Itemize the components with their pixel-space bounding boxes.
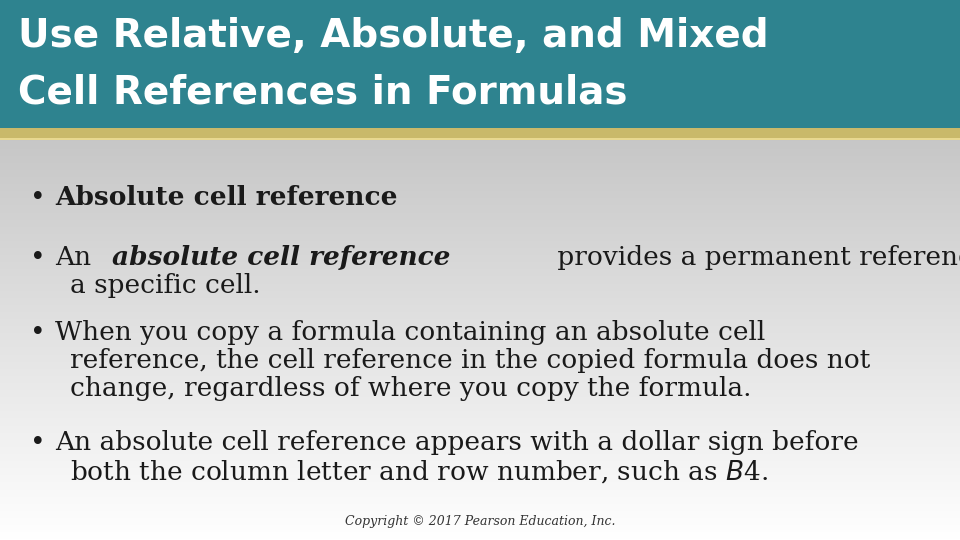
Text: Copyright © 2017 Pearson Education, Inc.: Copyright © 2017 Pearson Education, Inc. bbox=[345, 515, 615, 528]
Bar bbox=[0, 128, 960, 140]
Text: both the column letter and row number, such as $B$4.: both the column letter and row number, s… bbox=[70, 458, 768, 485]
Text: An: An bbox=[55, 245, 100, 270]
Text: Cell References in Formulas: Cell References in Formulas bbox=[18, 73, 628, 111]
Text: change, regardless of where you copy the formula.: change, regardless of where you copy the… bbox=[70, 376, 752, 401]
Text: •: • bbox=[30, 245, 46, 270]
Text: Use Relative, Absolute, and Mixed: Use Relative, Absolute, and Mixed bbox=[18, 17, 769, 55]
Text: a specific cell.: a specific cell. bbox=[70, 273, 260, 298]
Text: reference, the cell reference in the copied formula does not: reference, the cell reference in the cop… bbox=[70, 348, 871, 373]
Text: An absolute cell reference appears with a dollar sign before: An absolute cell reference appears with … bbox=[55, 430, 858, 455]
Text: •: • bbox=[30, 320, 46, 345]
Bar bbox=[0, 138, 960, 140]
Text: When you copy a formula containing an absolute cell: When you copy a formula containing an ab… bbox=[55, 320, 765, 345]
Text: •: • bbox=[30, 430, 46, 455]
Text: Absolute cell reference: Absolute cell reference bbox=[55, 185, 397, 210]
Text: absolute cell reference: absolute cell reference bbox=[112, 245, 451, 270]
Bar bbox=[0, 0, 960, 128]
Text: provides a permanent reference to: provides a permanent reference to bbox=[549, 245, 960, 270]
Text: •: • bbox=[30, 185, 46, 210]
